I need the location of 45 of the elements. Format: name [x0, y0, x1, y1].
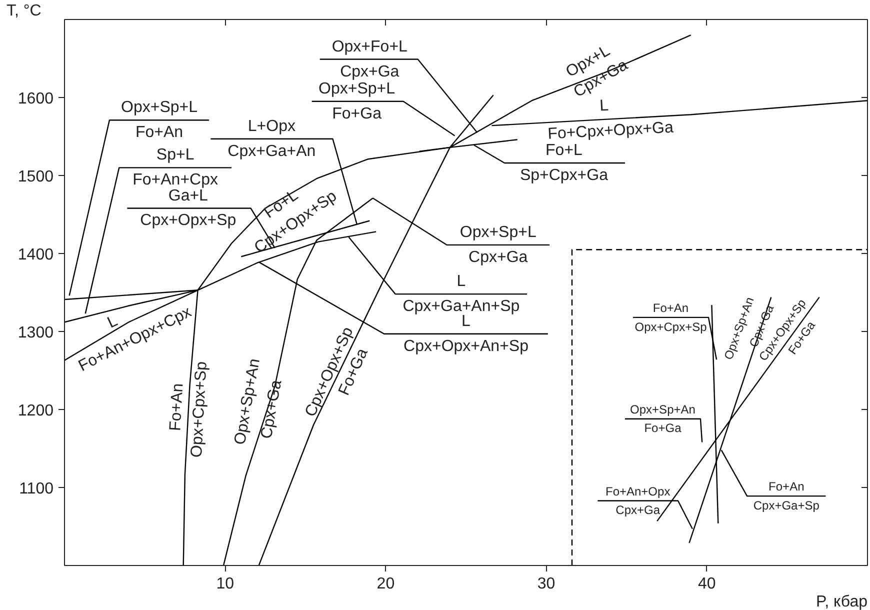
annotation: Cpx+Opx+An+Sp	[404, 338, 529, 355]
annotation: Opx+Sp+An	[630, 402, 696, 416]
annotation: Fo+An	[652, 301, 689, 316]
annotation: Fo+L	[546, 142, 583, 160]
y-tick-label: 1500	[18, 168, 54, 186]
annotation: Fo+An	[135, 124, 184, 142]
annotation: Fo+Cpx+Opx+Ga	[547, 119, 674, 143]
annotation: Opx+Sp+L	[460, 224, 536, 241]
annotation: Cpx+Ga	[258, 378, 286, 440]
annotation: Fo+An	[768, 480, 804, 494]
x-tick-label: 20	[376, 576, 395, 592]
annotation: Fo+Ga	[644, 421, 682, 436]
x-tick-label: 10	[216, 576, 234, 592]
annotation: Fo+An+Cpx	[132, 172, 218, 189]
x-tick-label: 40	[698, 576, 716, 592]
annotation: Cpx+Ga	[616, 503, 660, 518]
annotation: L	[462, 312, 471, 330]
annotation: Cpx+Opx+Sp	[140, 212, 236, 230]
annotation: Opx+Sp+L	[318, 80, 396, 98]
annotation: Cpx+Ga+An+Sp	[402, 298, 520, 316]
annotation: L	[456, 273, 466, 290]
x-tick-label: 30	[537, 576, 556, 592]
y-tick-label: 1300	[18, 324, 54, 342]
y-tick-label: 1100	[19, 480, 54, 498]
annotation: L	[599, 97, 610, 115]
annotation: Opx+Cpx+Sp	[634, 320, 708, 334]
annotation: Ga+L	[168, 187, 208, 204]
annotation: Sp+Cpx+Ga	[520, 167, 608, 184]
annotation: L+Opx	[248, 118, 296, 135]
annotation: Sp+L	[156, 146, 194, 164]
y-axis-title: T, °C	[6, 2, 42, 20]
annotation: Cpx+Ga+Sp	[753, 498, 820, 512]
y-tick-label: 1600	[18, 90, 54, 108]
annotation: Cpx+Ga	[340, 63, 400, 80]
annotation: Cpx+Ga+An	[228, 142, 316, 160]
annotation: Opx+Cpx+Sp	[188, 360, 210, 458]
annotation: Opx+Sp+L	[121, 99, 198, 116]
annotation: Cpx+Ga	[468, 248, 528, 266]
y-tick-label: 1200	[18, 402, 54, 420]
y-tick-label: 1400	[18, 246, 54, 264]
annotation: Fo+An+Opx	[605, 484, 670, 498]
annotation: Opx+Fo+L	[332, 38, 408, 56]
annotation: Fo+Ga	[332, 105, 382, 122]
x-axis-title: P, кбар	[816, 594, 868, 610]
annotation: Fo+An	[167, 382, 187, 432]
